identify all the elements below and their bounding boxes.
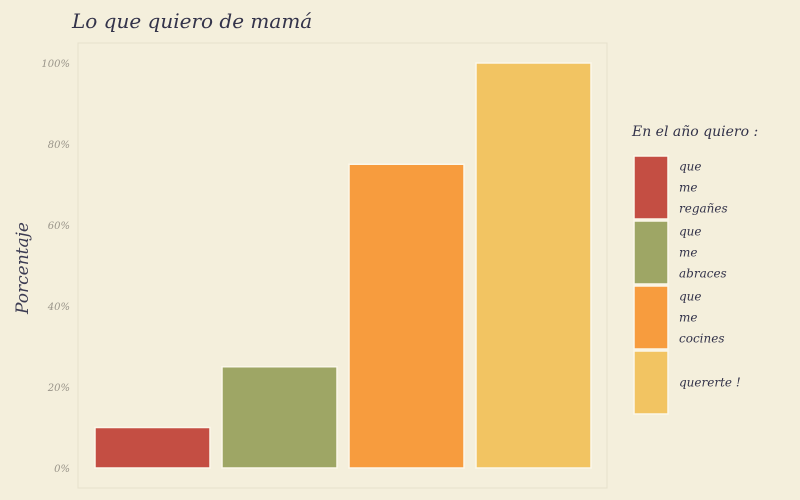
legend-label: que <box>679 290 702 304</box>
legend: En el año quiero : que me regañes que me abra… <box>631 124 758 415</box>
y-tick-label: 60% <box>48 221 70 232</box>
legend-key <box>633 220 669 285</box>
legend-label: quererte ! <box>679 376 741 390</box>
legend-key <box>633 285 669 350</box>
bar <box>475 62 592 469</box>
legend-label: que <box>679 225 702 239</box>
legend-key <box>633 155 669 220</box>
bars <box>94 62 592 469</box>
bar <box>94 426 211 469</box>
legend-label: que <box>679 160 702 174</box>
legend-label: me <box>679 181 697 195</box>
bar <box>221 366 338 469</box>
y-axis: 0% 20% 40% 60% 80% 100% <box>41 59 70 475</box>
bar <box>348 163 465 469</box>
legend-label: abraces <box>679 267 727 281</box>
legend-label: me <box>679 246 697 260</box>
y-tick-label: 20% <box>47 383 70 394</box>
legend-key <box>633 350 669 415</box>
legend-label: regañes <box>679 202 728 216</box>
y-tick-label: 0% <box>54 464 70 475</box>
legend-label: me <box>679 311 697 325</box>
legend-label: cocines <box>679 332 725 346</box>
plot-area <box>77 42 608 489</box>
y-tick-label: 100% <box>41 59 70 70</box>
y-axis-title: Porcentaje <box>13 222 33 315</box>
chart-title: Lo que quiero de mamá <box>71 9 312 33</box>
y-tick-label: 40% <box>47 302 70 313</box>
legend-title: En el año quiero : <box>631 124 758 140</box>
y-tick-label: 80% <box>48 140 70 151</box>
